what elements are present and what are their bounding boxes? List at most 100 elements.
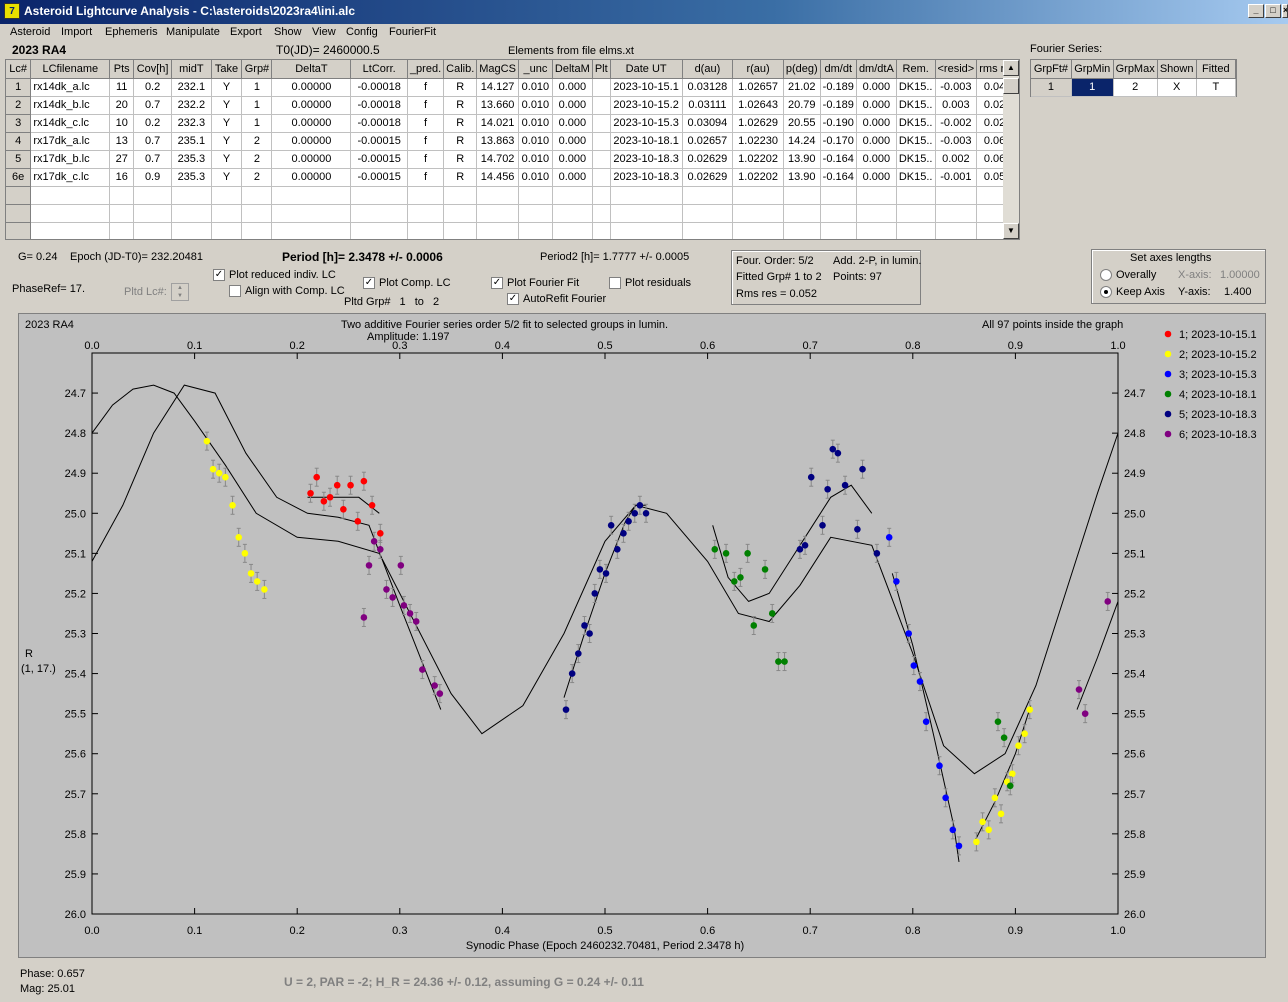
table-cell[interactable] bbox=[518, 222, 553, 239]
column-header[interactable]: Date UT bbox=[610, 60, 683, 79]
data-point[interactable] bbox=[377, 530, 384, 537]
column-header[interactable]: DeltaT bbox=[271, 60, 352, 79]
table-cell[interactable]: 0.00000 bbox=[271, 96, 352, 115]
table-cell[interactable]: rx14dk_a.lc bbox=[30, 78, 111, 97]
table-cell[interactable] bbox=[820, 222, 857, 239]
table-cell[interactable]: 0.7 bbox=[133, 150, 173, 169]
row-header[interactable]: 4 bbox=[6, 132, 32, 151]
scroll-down-icon[interactable]: ▼ bbox=[1003, 223, 1019, 239]
data-point[interactable] bbox=[1021, 730, 1028, 737]
table-cell[interactable] bbox=[783, 222, 821, 239]
table-cell[interactable]: 0.02629 bbox=[682, 168, 734, 187]
table-cell[interactable] bbox=[109, 204, 135, 223]
legend-entry[interactable]: 1; 2023-10-15.1 bbox=[1179, 329, 1257, 341]
table-cell[interactable]: 232.1 bbox=[171, 78, 212, 97]
table-cell[interactable] bbox=[592, 78, 611, 97]
table-cell[interactable]: 0.00000 bbox=[271, 168, 352, 187]
table-cell[interactable] bbox=[211, 204, 243, 223]
data-point[interactable] bbox=[801, 542, 809, 549]
fourier-column-header[interactable]: Fitted bbox=[1196, 60, 1237, 79]
table-cell[interactable] bbox=[732, 204, 784, 223]
data-point[interactable] bbox=[431, 682, 438, 689]
data-point[interactable] bbox=[1006, 782, 1014, 790]
column-header[interactable]: Calib. bbox=[443, 60, 478, 79]
table-cell[interactable]: 14.021 bbox=[476, 114, 519, 133]
data-point[interactable] bbox=[412, 618, 420, 625]
table-cell[interactable]: 1.02657 bbox=[732, 78, 784, 97]
plot-area[interactable] bbox=[91, 352, 1119, 915]
table-cell[interactable] bbox=[476, 186, 519, 205]
data-point[interactable] bbox=[406, 610, 414, 617]
table-cell[interactable] bbox=[610, 222, 683, 239]
data-point[interactable] bbox=[614, 546, 621, 553]
plot-comp-checkbox[interactable]: ✓ Plot Comp. LC bbox=[363, 277, 451, 290]
column-header[interactable]: MagCS bbox=[476, 60, 519, 79]
column-header[interactable]: Pts bbox=[109, 60, 135, 79]
table-cell[interactable]: -0.002 bbox=[935, 114, 978, 133]
data-point[interactable] bbox=[834, 449, 842, 457]
table-cell[interactable]: 0.000 bbox=[552, 168, 593, 187]
table-cell[interactable]: 2023-10-18.1 bbox=[610, 132, 683, 151]
table-cell[interactable]: 14.702 bbox=[476, 150, 519, 169]
table-cell[interactable]: f bbox=[407, 96, 445, 115]
table-cell[interactable] bbox=[109, 186, 135, 205]
table-cell[interactable]: 14.127 bbox=[476, 78, 519, 97]
table-cell[interactable] bbox=[241, 222, 273, 239]
data-point[interactable] bbox=[1000, 734, 1008, 741]
fourier-cell[interactable]: X bbox=[1157, 78, 1197, 97]
table-cell[interactable]: -0.00018 bbox=[350, 78, 408, 97]
scroll-up-icon[interactable]: ▲ bbox=[1003, 60, 1019, 76]
table-cell[interactable] bbox=[896, 204, 936, 223]
table-cell[interactable]: -0.00018 bbox=[350, 96, 408, 115]
table-cell[interactable] bbox=[407, 186, 445, 205]
table-cell[interactable]: 0.010 bbox=[518, 150, 553, 169]
table-cell[interactable]: 1.02202 bbox=[732, 150, 784, 169]
data-point[interactable] bbox=[750, 622, 758, 629]
table-cell[interactable]: 2 bbox=[241, 132, 273, 151]
table-cell[interactable]: Y bbox=[211, 78, 243, 97]
table-cell[interactable] bbox=[592, 186, 611, 205]
data-point[interactable] bbox=[730, 578, 738, 585]
table-cell[interactable] bbox=[271, 204, 352, 223]
data-point[interactable] bbox=[397, 562, 405, 569]
table-cell[interactable]: rx14dk_b.lc bbox=[30, 96, 111, 115]
yaxis-value[interactable]: 1.400 bbox=[1224, 286, 1252, 298]
table-cell[interactable]: R bbox=[443, 168, 478, 187]
data-point[interactable] bbox=[333, 481, 341, 489]
fourier-column-header[interactable]: GrpFt# bbox=[1031, 60, 1072, 79]
data-point[interactable] bbox=[991, 794, 999, 802]
data-point[interactable] bbox=[768, 610, 776, 617]
data-point[interactable] bbox=[360, 614, 368, 621]
table-cell[interactable]: 1 bbox=[241, 114, 273, 133]
table-cell[interactable] bbox=[171, 186, 212, 205]
table-cell[interactable]: 0.2 bbox=[133, 114, 173, 133]
data-point[interactable] bbox=[209, 465, 217, 473]
data-point[interactable] bbox=[711, 546, 719, 553]
table-cell[interactable]: -0.164 bbox=[820, 150, 857, 169]
table-cell[interactable] bbox=[783, 186, 821, 205]
table-cell[interactable] bbox=[109, 222, 135, 239]
table-row-empty[interactable] bbox=[6, 204, 1019, 223]
table-cell[interactable]: rx17dk_c.lc bbox=[30, 168, 111, 187]
table-cell[interactable]: 2 bbox=[241, 150, 273, 169]
table-cell[interactable] bbox=[476, 204, 519, 223]
table-cell[interactable] bbox=[896, 222, 936, 239]
menu-config[interactable]: Config bbox=[346, 26, 378, 38]
data-point[interactable] bbox=[955, 842, 963, 850]
plot-reduced-checkbox[interactable]: ✓ Plot reduced indiv. LC bbox=[213, 269, 336, 282]
table-cell[interactable]: 2 bbox=[241, 168, 273, 187]
table-cell[interactable] bbox=[783, 204, 821, 223]
table-cell[interactable] bbox=[592, 204, 611, 223]
lightcurve-table[interactable]: Lc# LCfilename Pts Cov[h] midT Take Grp# DeltaT… bbox=[5, 59, 1020, 240]
table-cell[interactable]: R bbox=[443, 114, 478, 133]
data-point[interactable] bbox=[829, 445, 837, 453]
table-cell[interactable]: 0.000 bbox=[856, 114, 897, 133]
column-header[interactable]: <resid> bbox=[935, 60, 978, 79]
data-point[interactable] bbox=[854, 526, 861, 533]
data-point[interactable] bbox=[1026, 706, 1034, 713]
column-header[interactable]: Grp# bbox=[241, 60, 273, 79]
table-cell[interactable]: -0.170 bbox=[820, 132, 857, 151]
table-cell[interactable]: 14.456 bbox=[476, 168, 519, 187]
legend-entry[interactable]: 6; 2023-10-18.3 bbox=[1179, 429, 1257, 441]
data-point[interactable] bbox=[347, 481, 354, 489]
